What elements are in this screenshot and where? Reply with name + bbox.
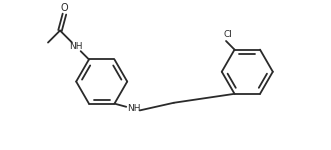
- Text: NH: NH: [70, 42, 83, 51]
- Text: O: O: [61, 3, 68, 13]
- Text: NH: NH: [127, 104, 140, 113]
- Text: Cl: Cl: [223, 30, 232, 39]
